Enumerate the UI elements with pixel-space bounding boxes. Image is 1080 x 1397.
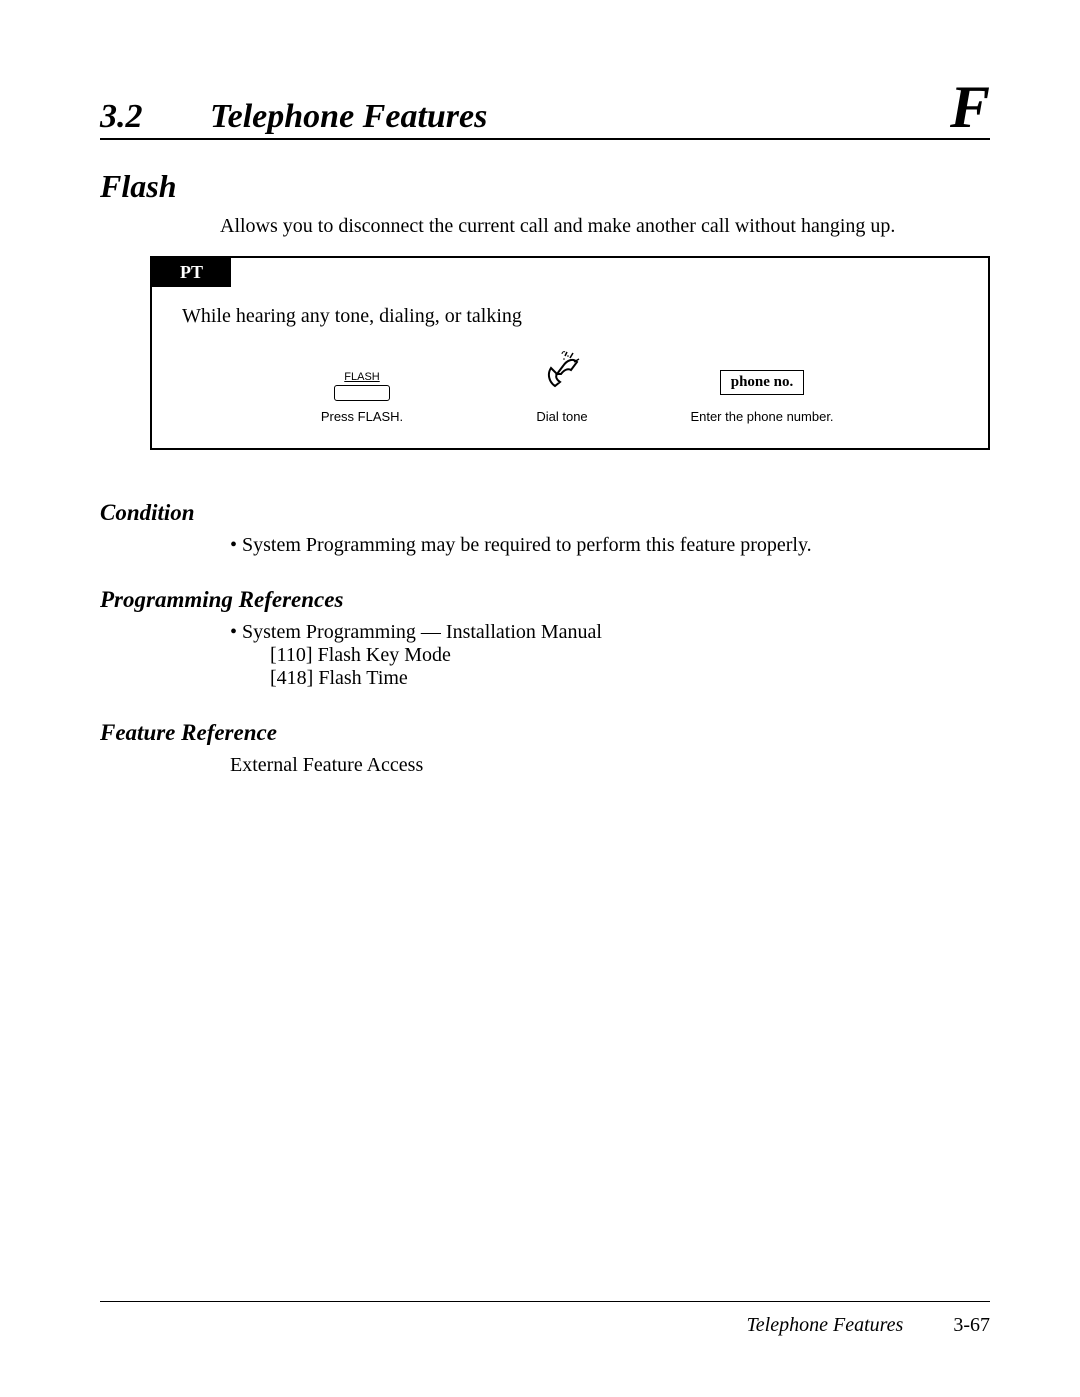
phone-no-box: phone no.	[720, 370, 805, 395]
step1-caption: Press FLASH.	[262, 409, 462, 424]
flash-key-label: FLASH	[262, 371, 462, 383]
feature-intro: Allows you to disconnect the current cal…	[220, 215, 990, 238]
procedure-box: PT While hearing any tone, dialing, or t…	[150, 256, 990, 450]
footer-title: Telephone Features	[747, 1314, 904, 1337]
condition-heading: Condition	[100, 500, 990, 526]
pt-tab: PT	[152, 258, 231, 287]
section-letter: F	[950, 80, 990, 134]
step-dialtone: Dial tone	[502, 344, 622, 424]
progref-item: System Programming — Installation Manual	[230, 621, 990, 644]
section-number: 3.2	[100, 98, 210, 136]
section-header: 3.2 Telephone Features F	[100, 80, 990, 140]
steps-row: FLASH Press FLASH. Dial tone phone no. E…	[152, 334, 988, 448]
step-phoneno: phone no. Enter the phone number.	[662, 370, 862, 424]
handset-icon	[537, 344, 587, 394]
footer-page-number: 3-67	[953, 1314, 990, 1337]
section-title: Telephone Features	[210, 98, 950, 136]
step-flash: FLASH Press FLASH.	[262, 371, 462, 424]
progref-heading: Programming References	[100, 587, 990, 613]
flash-key-icon	[334, 385, 390, 401]
step2-caption: Dial tone	[502, 409, 622, 424]
progref-list: System Programming — Installation Manual…	[230, 621, 990, 690]
feature-name: Flash	[100, 168, 990, 205]
progref-sub2: [418] Flash Time	[270, 667, 990, 690]
condition-item: System Programming may be required to pe…	[230, 534, 990, 557]
condition-list: System Programming may be required to pe…	[230, 534, 990, 557]
progref-sub1: [110] Flash Key Mode	[270, 644, 990, 667]
procedure-context: While hearing any tone, dialing, or talk…	[152, 287, 988, 334]
step3-caption: Enter the phone number.	[662, 409, 862, 424]
featref-heading: Feature Reference	[100, 720, 990, 746]
featref-item: External Feature Access	[230, 754, 990, 777]
page-footer: Telephone Features 3-67	[100, 1301, 990, 1337]
